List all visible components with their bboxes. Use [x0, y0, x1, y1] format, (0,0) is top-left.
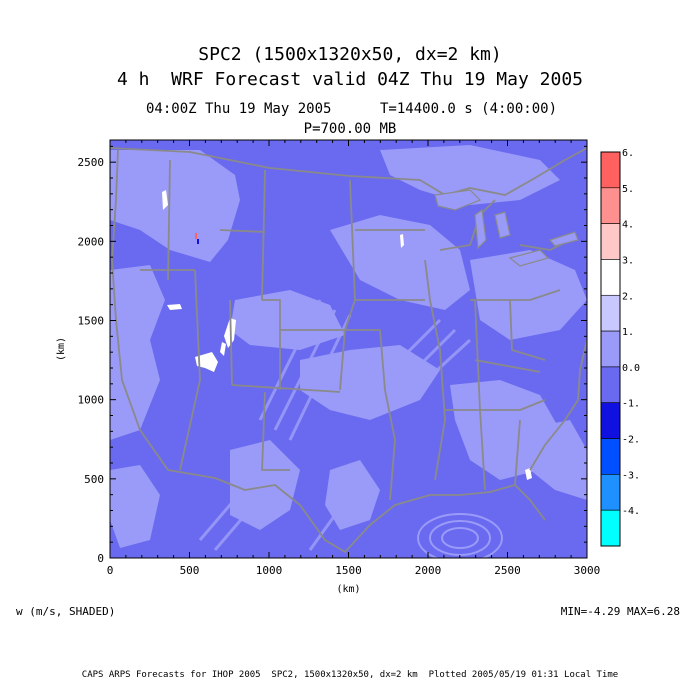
- colorbar-bin: [600, 402, 621, 439]
- colorbar-label: 3.: [622, 255, 634, 266]
- colorbar-bin: [600, 438, 621, 475]
- plot-title: SPC2 (1500x1320x50, dx=2 km): [198, 44, 502, 65]
- y-tick-label: 500: [84, 473, 104, 486]
- colorbar-label: 1.: [622, 327, 634, 338]
- gulf-swirl: [417, 513, 503, 558]
- colorbar-label: -2.: [622, 435, 640, 446]
- variable-label: w (m/s, SHADED): [16, 605, 116, 618]
- colorbar-label: 6.: [622, 148, 634, 159]
- x-tick-label: 0: [107, 564, 114, 577]
- y-tick-label: 0: [97, 552, 104, 565]
- colorbar-bin: [600, 259, 621, 296]
- x-tick-label: 500: [180, 564, 200, 577]
- colorbar-bin: [600, 223, 621, 260]
- colorbar-bin: [600, 474, 621, 511]
- y-tick-label: 1500: [78, 315, 105, 328]
- valid-time-label: 04:00Z Thu 19 May 2005: [146, 101, 332, 117]
- forecast-time-label: T=14400.0 s (4:00:00): [380, 101, 558, 117]
- colorbar-bin: [600, 509, 621, 547]
- colorbar-bin: [600, 366, 621, 404]
- updraft-cells: [162, 190, 532, 480]
- y-tick-label: 1000: [78, 394, 105, 407]
- colorbar-label: -4.: [622, 506, 640, 517]
- w-field-shading: [110, 140, 587, 558]
- colorbar-bin: [600, 187, 621, 224]
- min-max-label: MIN=-4.29 MAX=6.28: [560, 605, 680, 618]
- plot-subtitle: 4 h WRF Forecast valid 04Z Thu 19 May 20…: [117, 69, 583, 90]
- pressure-level-label: P=700.00 MB: [303, 121, 397, 137]
- colorbar-label: 5.: [622, 184, 634, 195]
- x-tick-label: 2500: [494, 564, 521, 577]
- colorbar-bin: [600, 330, 621, 368]
- footer-caption: CAPS ARPS Forecasts for IHOP 2005 SPC2, …: [81, 670, 619, 680]
- y-tick-label: 2000: [78, 235, 105, 248]
- colorbar-label: 4.: [622, 220, 634, 231]
- y-tick-label: 2500: [78, 156, 105, 169]
- x-axis-label: (km): [336, 584, 360, 595]
- x-tick-label: 1500: [335, 564, 362, 577]
- colorbar-label: -1.: [622, 399, 640, 410]
- colorbar-bin: [600, 151, 621, 189]
- colorbar-label: 2.: [622, 291, 634, 302]
- colorbar-bin: [600, 294, 621, 332]
- colorbar-label: -3.: [622, 470, 640, 481]
- x-tick-label: 1000: [256, 564, 283, 577]
- y-axis-label: (km): [56, 337, 67, 361]
- colorbar: 6. 5. 4. 3. 2. 1. 0.0 -1. -2. -3. -4.: [600, 148, 640, 547]
- y-axis: 0 500 1000 1500 2000 2500: [78, 145, 587, 565]
- x-tick-label: 2000: [415, 564, 442, 577]
- colorbar-label: 0.0: [622, 363, 640, 374]
- state-boundaries: [110, 147, 587, 553]
- x-axis: 0 500 1000 1500 2000 2500 3000: [107, 140, 601, 577]
- x-tick-label: 3000: [574, 564, 601, 577]
- colorbar-frame: [600, 151, 621, 547]
